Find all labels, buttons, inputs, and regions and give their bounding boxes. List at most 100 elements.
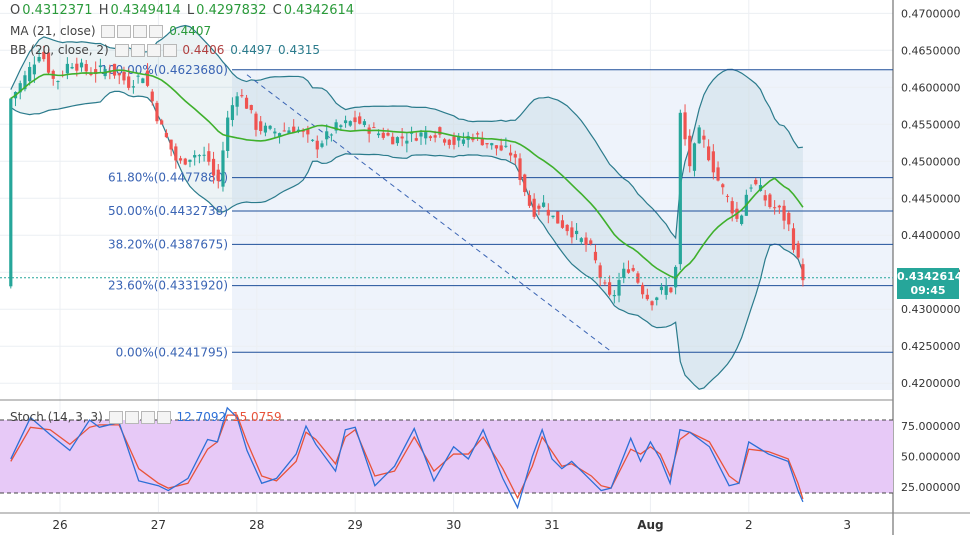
candle-down — [164, 132, 168, 138]
settings-icon[interactable] — [124, 411, 139, 424]
candle-down — [211, 158, 216, 176]
candle-down — [754, 179, 758, 185]
x-tick-label: 27 — [151, 518, 166, 532]
candle-down — [174, 146, 178, 161]
candle-up — [320, 143, 324, 147]
candle-down — [442, 139, 447, 143]
candle-down — [386, 132, 390, 136]
candle-down — [626, 269, 631, 273]
candle-up — [329, 134, 334, 136]
candle-up — [197, 155, 201, 157]
current-price-value: 0.4342614 — [897, 270, 963, 283]
candle-down — [169, 139, 173, 150]
candle-down — [556, 211, 560, 224]
open-label: O — [10, 3, 21, 18]
candle-down — [244, 97, 249, 109]
candle-up — [376, 133, 381, 136]
candle-down — [485, 143, 489, 145]
y-tick-label: 0.4450000 — [901, 192, 961, 205]
candle-down — [42, 51, 46, 60]
candle-up — [79, 62, 84, 68]
candle-up — [18, 83, 22, 93]
candle-up — [28, 66, 32, 82]
candle-down — [513, 154, 517, 158]
candle-up — [664, 285, 668, 295]
candle-down — [777, 205, 781, 208]
settings-icon[interactable] — [117, 25, 132, 38]
stoch-range-bg — [0, 420, 893, 493]
candle-down — [518, 158, 522, 180]
candle-up — [343, 120, 348, 124]
candle-down — [480, 138, 484, 146]
candle-down — [112, 63, 117, 76]
candle-up — [310, 139, 315, 141]
candle-down — [791, 228, 796, 250]
close-icon[interactable] — [162, 44, 177, 57]
fib-level-label: 0.00%(0.4241795) — [116, 345, 228, 359]
low-value: 0.4297832 — [196, 3, 267, 18]
add-icon[interactable] — [140, 411, 155, 424]
fib-level-label: 23.60%(0.4331920) — [108, 279, 228, 293]
candle-up — [617, 280, 621, 296]
candle-down — [773, 207, 777, 209]
candle-down — [216, 169, 220, 182]
candle-up — [692, 143, 697, 171]
candle-up — [273, 131, 277, 134]
stoch-tick-label: 25.000000 — [901, 481, 961, 494]
candle-down — [372, 127, 376, 129]
candle-up — [551, 215, 555, 218]
candle-down — [447, 139, 451, 145]
candle-up — [37, 56, 41, 62]
candle-down — [400, 136, 404, 139]
candle-down — [707, 146, 711, 161]
eye-icon[interactable] — [114, 44, 129, 57]
candle-down — [801, 264, 805, 281]
ma-label: MA (21, close) — [10, 24, 96, 38]
x-tick-label: 2 — [745, 518, 753, 532]
candle-down — [89, 73, 93, 76]
bollinger-lower-line — [10, 90, 804, 390]
candle-down — [155, 102, 159, 122]
eye-icon[interactable] — [101, 25, 116, 38]
candle-down — [391, 136, 395, 145]
candle-down — [608, 282, 612, 295]
candle-down — [127, 76, 131, 88]
candle-down — [84, 63, 88, 72]
eye-icon[interactable] — [108, 411, 123, 424]
y-tick-label: 0.4600000 — [901, 81, 961, 94]
candle-up — [334, 122, 338, 131]
add-icon[interactable] — [146, 44, 161, 57]
candle-down — [532, 198, 536, 217]
candle-up — [98, 65, 102, 68]
close-icon[interactable] — [149, 25, 164, 38]
candle-down — [46, 52, 51, 73]
y-tick-label: 0.4300000 — [901, 303, 961, 316]
settings-icon[interactable] — [130, 44, 145, 57]
candle-down — [433, 135, 437, 138]
bb-legend[interactable]: BB (20, close, 2) 0.4406 0.4497 0.4315 — [10, 43, 322, 57]
ma-value: 0.4407 — [169, 24, 212, 38]
stoch-legend[interactable]: Stoch (14, 3, 3) 12.7092 15.0759 — [10, 410, 284, 424]
candle-down — [570, 227, 574, 238]
candle-up — [395, 137, 400, 144]
fib-level-label: 50.00%(0.4432738) — [108, 204, 228, 218]
candle-down — [508, 152, 513, 156]
stoch-k-value: 12.7092 — [176, 410, 227, 424]
candle-down — [711, 151, 715, 173]
x-tick-label: 30 — [446, 518, 461, 532]
close-icon[interactable] — [156, 411, 171, 424]
add-icon[interactable] — [133, 25, 148, 38]
candle-down — [452, 136, 456, 145]
candle-down — [117, 73, 121, 76]
ma-legend[interactable]: MA (21, close) 0.4407 — [10, 24, 213, 38]
candle-down — [94, 69, 98, 75]
candle-up — [541, 202, 546, 207]
candle-up — [131, 86, 135, 88]
candle-down — [716, 167, 720, 181]
candle-up — [678, 112, 682, 265]
candle-down — [631, 268, 635, 271]
candle-down — [523, 174, 527, 193]
candle-up — [235, 96, 239, 107]
